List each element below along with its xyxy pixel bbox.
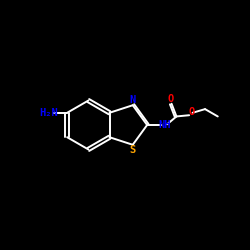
Text: S: S	[130, 145, 136, 155]
Text: NH: NH	[158, 120, 170, 130]
Text: H₂N: H₂N	[39, 108, 58, 118]
Text: O: O	[167, 94, 173, 104]
Text: O: O	[188, 107, 195, 117]
Text: N: N	[130, 95, 136, 105]
